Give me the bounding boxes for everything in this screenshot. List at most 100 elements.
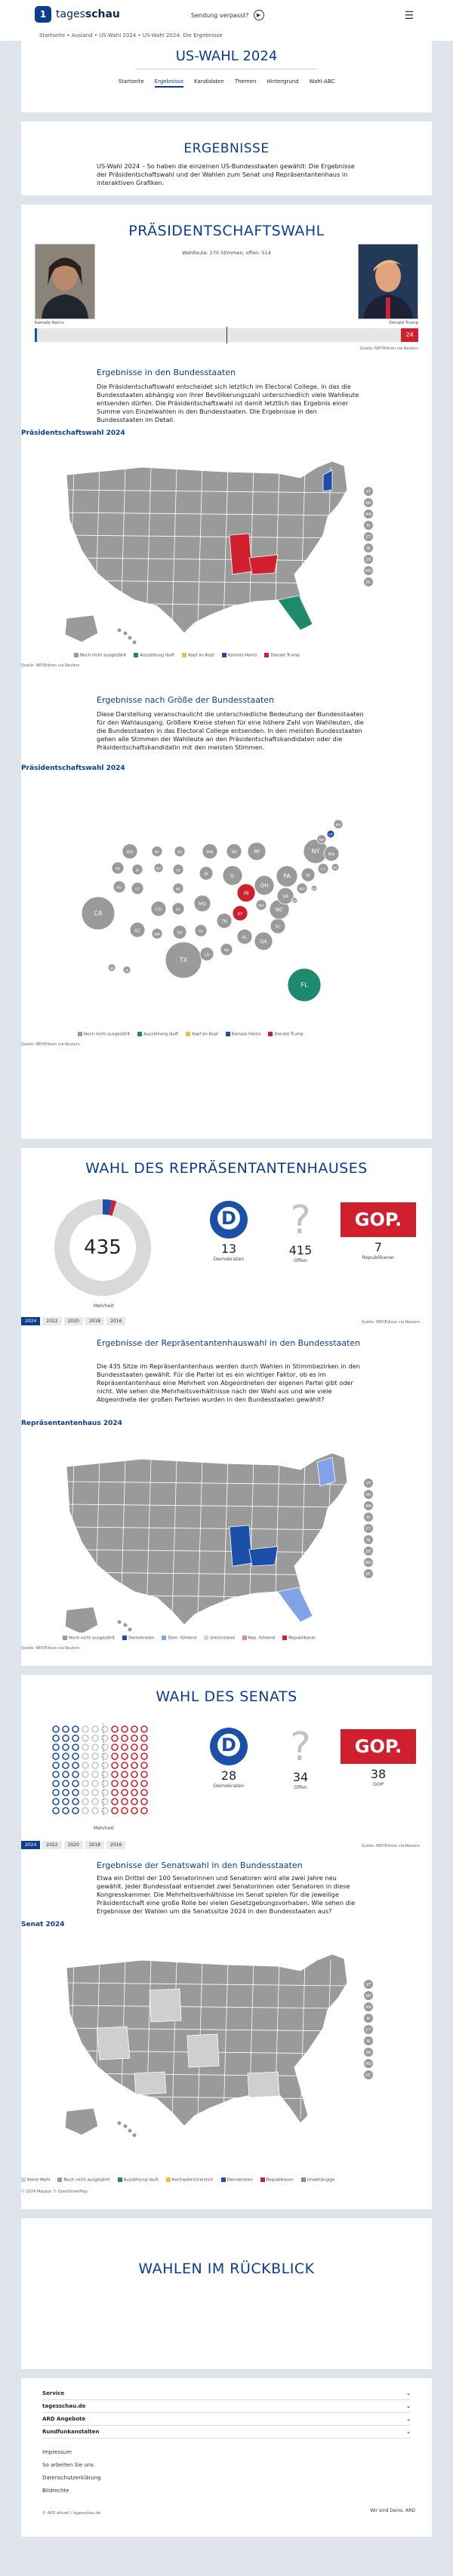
pres-hawaii-1[interactable] xyxy=(123,631,128,636)
bubble-ME[interactable] xyxy=(333,819,344,829)
house-hawaii-1[interactable] xyxy=(123,1623,128,1627)
year-button[interactable]: 2018 xyxy=(85,1317,105,1325)
bubble-AZ[interactable] xyxy=(129,922,146,938)
footer-link[interactable]: Bildrechte xyxy=(42,2488,69,2494)
house-alaska[interactable] xyxy=(64,1606,99,1633)
bubble-SD[interactable] xyxy=(172,863,184,876)
footer-accordion[interactable]: Service ⌄ xyxy=(42,2387,411,2400)
senate-ne-state-RI[interactable] xyxy=(364,2014,373,2023)
year-button[interactable]: 2020 xyxy=(63,1317,83,1325)
bubble-DC[interactable] xyxy=(291,897,298,904)
year-button[interactable]: 2016 xyxy=(106,1841,126,1849)
bubble-FL[interactable] xyxy=(287,968,322,1002)
bubble-ID[interactable] xyxy=(131,863,143,876)
senate-ne-state-DC[interactable] xyxy=(364,2070,373,2079)
bubble-DE[interactable] xyxy=(310,885,318,892)
bubble-VT[interactable] xyxy=(326,829,335,839)
house-state-0[interactable] xyxy=(229,1525,253,1567)
pres-ne-state-RI[interactable] xyxy=(364,521,373,530)
bubble-WI[interactable] xyxy=(226,843,242,860)
bubble-TN[interactable] xyxy=(216,913,233,929)
bubble-WV[interactable] xyxy=(255,899,267,911)
bubble-CA[interactable] xyxy=(81,896,116,931)
house-usa-shape[interactable] xyxy=(66,1452,348,1626)
pres-usa-shape[interactable] xyxy=(66,460,348,634)
footer-link[interactable]: Impressum xyxy=(42,2449,72,2455)
bubble-AK[interactable] xyxy=(107,963,116,972)
bubble-TX[interactable] xyxy=(165,941,202,979)
year-button[interactable]: 2022 xyxy=(42,1317,62,1325)
bubble-NH[interactable] xyxy=(316,834,327,845)
bubble-GA[interactable] xyxy=(254,931,273,951)
tab-1[interactable]: Ergebnisse xyxy=(154,78,184,88)
breadcrumb[interactable]: Startseite • Ausland • US-Wahl 2024 • US… xyxy=(0,30,453,41)
pres-state-1[interactable] xyxy=(248,554,279,575)
pres-ne-state-DE[interactable] xyxy=(364,555,373,564)
senate-state-0[interactable] xyxy=(149,1988,182,2023)
pres-ne-state-DC[interactable] xyxy=(364,577,373,586)
year-button[interactable]: 2018 xyxy=(85,1841,105,1849)
footer-accordion[interactable]: tagesschau.de ⌄ xyxy=(42,2400,411,2413)
pres-ne-state-VT[interactable] xyxy=(364,487,373,496)
hamburger-icon[interactable]: ☰ xyxy=(404,10,414,22)
senate-hawaii-3[interactable] xyxy=(132,2133,137,2137)
bubble-VA[interactable] xyxy=(276,887,294,905)
house-ne-state-NJ[interactable] xyxy=(364,1535,373,1544)
bubble-IN[interactable] xyxy=(236,883,256,903)
senate-state-map[interactable]: VT NH MA RI CT NJ DE MD DC xyxy=(44,1930,399,2171)
senate-ne-state-VT[interactable] xyxy=(364,1980,373,1989)
pres-hawaii-0[interactable] xyxy=(117,628,122,632)
pres-ne-state-NJ[interactable] xyxy=(364,543,373,552)
pres-state-3[interactable] xyxy=(322,469,333,492)
house-donut-open[interactable] xyxy=(54,1199,151,1296)
bubble-AR[interactable] xyxy=(194,924,208,937)
bubble-MT[interactable] xyxy=(151,845,163,857)
house-ne-state-MD[interactable] xyxy=(364,1558,373,1567)
senate-hawaii-0[interactable] xyxy=(117,2121,122,2125)
house-hawaii-2[interactable] xyxy=(128,1627,132,1632)
bubble-ND[interactable] xyxy=(174,845,186,857)
year-button[interactable]: 2020 xyxy=(63,1841,83,1849)
tab-2[interactable]: Kandidaten xyxy=(194,78,224,85)
senate-alaska[interactable] xyxy=(64,2107,99,2136)
house-ne-state-MA[interactable] xyxy=(364,1501,373,1510)
bubble-KY[interactable] xyxy=(232,905,248,922)
tab-4[interactable]: Hintergrund xyxy=(267,78,299,85)
senate-state-4[interactable] xyxy=(134,2071,167,2095)
bubble-WA[interactable] xyxy=(122,843,138,860)
house-ne-state-CT[interactable] xyxy=(364,1524,373,1533)
year-button[interactable]: 2024 xyxy=(21,1317,41,1325)
house-seat-donut[interactable]: 435 xyxy=(51,1196,154,1299)
state-bubble-chart[interactable]: CA WA OR ID NV UT AZ MT WY CO NM ND SD NE KS OK TX MN IA MO… xyxy=(59,775,376,1024)
senate-ne-state-CT[interactable] xyxy=(364,2025,373,2034)
year-button[interactable]: 2024 xyxy=(21,1841,41,1849)
pres-ne-state-MD[interactable] xyxy=(364,566,373,575)
senate-seat-dots[interactable] xyxy=(50,1723,156,1821)
house-state-map[interactable]: VT NH MA RI CT NJ DE MD DC xyxy=(44,1429,399,1633)
senate-ne-state-MD[interactable] xyxy=(364,2059,373,2068)
senate-ne-state-MA[interactable] xyxy=(364,2002,373,2011)
tab-5[interactable]: Wahl-ABC xyxy=(309,78,335,85)
house-state-3[interactable] xyxy=(316,1457,336,1487)
bubble-CO[interactable] xyxy=(150,900,167,917)
pres-ne-state-MA[interactable] xyxy=(364,509,373,519)
bubble-LA[interactable] xyxy=(199,946,214,962)
audio-button[interactable]: Sendung verpasst? ▶ xyxy=(191,10,264,20)
tab-0[interactable]: Startseite xyxy=(118,78,144,85)
senate-state-2[interactable] xyxy=(186,2033,220,2068)
pres-ne-state-CT[interactable] xyxy=(364,532,373,541)
pres-hawaii-2[interactable] xyxy=(128,636,132,640)
bubble-MA[interactable] xyxy=(323,845,340,862)
senate-ne-state-NJ[interactable] xyxy=(364,2036,373,2045)
house-ne-state-DE[interactable] xyxy=(364,1547,373,1556)
senate-ne-state-NH[interactable] xyxy=(364,1991,373,2000)
bubble-IL[interactable] xyxy=(222,865,243,886)
footer-link[interactable]: Datenschutzerklärung xyxy=(42,2475,101,2481)
house-hawaii-0[interactable] xyxy=(117,1620,122,1624)
bubble-PA[interactable] xyxy=(276,865,298,888)
bubble-NM[interactable] xyxy=(151,928,163,940)
bubble-OR[interactable] xyxy=(111,861,125,875)
bubble-NV[interactable] xyxy=(112,880,126,894)
bubble-MO[interactable] xyxy=(193,894,211,913)
bubble-MN[interactable] xyxy=(202,843,218,860)
